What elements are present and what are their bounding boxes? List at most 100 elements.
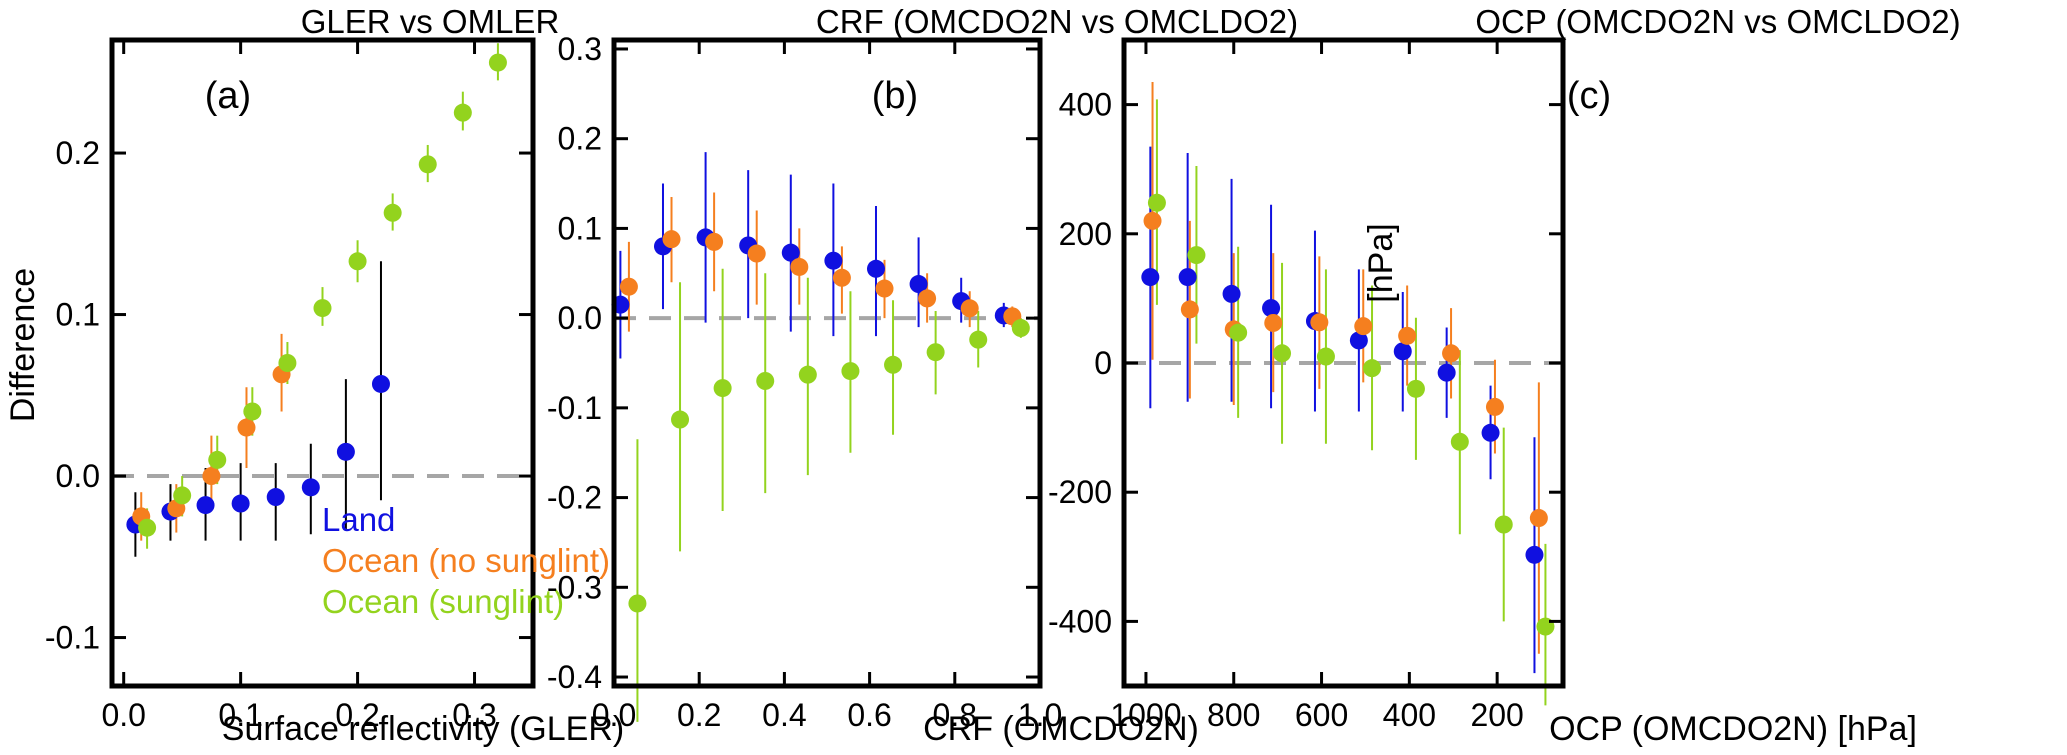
- panel-c: OCP (OMCDO2N vs OMCLDO2) (c) OCP (OMCDO2…: [1048, 3, 1961, 748]
- panel-b-x-axis-label: CRF (OMCDO2N): [923, 710, 1199, 748]
- data-point-land: [231, 494, 250, 513]
- y-tick-label: 0: [1094, 345, 1112, 381]
- data-point-ocean-sunglint: [756, 371, 775, 390]
- y-tick-label: 0.0: [558, 300, 602, 336]
- data-point-ocean-sunglint: [1011, 319, 1030, 338]
- data-point-ocean-no-sunglint: [619, 277, 638, 296]
- data-point-ocean-no-sunglint: [1485, 397, 1504, 416]
- data-point-ocean-sunglint: [1147, 193, 1166, 212]
- data-point-ocean-sunglint: [798, 365, 817, 384]
- data-point-land: [1437, 363, 1456, 382]
- panel-a-y-axis-label: Difference: [4, 268, 42, 422]
- data-point-ocean-sunglint: [418, 155, 437, 174]
- panel-a-plot-area: [126, 43, 507, 557]
- data-point-land: [1481, 423, 1500, 442]
- y-tick-label: 0.2: [56, 135, 100, 171]
- data-point-ocean-sunglint: [173, 486, 192, 505]
- y-tick-label: 0.2: [558, 121, 602, 157]
- x-tick-label: 400: [1383, 697, 1436, 733]
- data-point-land: [781, 243, 800, 262]
- data-point-ocean-sunglint: [713, 379, 732, 398]
- data-point-ocean-sunglint: [138, 518, 157, 537]
- x-tick-label: 0.8: [933, 697, 977, 733]
- data-point-ocean-no-sunglint: [1180, 300, 1199, 319]
- panel-c-y-axis-label: [hPa]: [1362, 223, 1400, 302]
- y-tick-label: 0.1: [558, 210, 602, 246]
- data-point-ocean-sunglint: [841, 362, 860, 381]
- data-point-ocean-sunglint: [1229, 323, 1248, 342]
- data-point-land: [266, 488, 285, 507]
- data-point-ocean-no-sunglint: [918, 289, 937, 308]
- data-point-ocean-sunglint: [1316, 347, 1335, 366]
- data-point-ocean-no-sunglint: [832, 268, 851, 287]
- panel-c-label: (c): [1567, 75, 1611, 117]
- data-point-land: [1222, 284, 1241, 303]
- data-point-ocean-no-sunglint: [1264, 313, 1283, 332]
- data-point-land: [1525, 545, 1544, 564]
- y-tick-label: 0.1: [56, 297, 100, 333]
- data-point-ocean-no-sunglint: [705, 232, 724, 251]
- data-point-land: [196, 496, 215, 515]
- data-point-ocean-sunglint: [884, 355, 903, 374]
- x-tick-label: 0.4: [762, 697, 806, 733]
- x-tick-label: 0.3: [452, 697, 496, 733]
- x-tick-label: 0.2: [335, 697, 379, 733]
- x-tick-label: 1000: [1110, 697, 1181, 733]
- data-point-ocean-sunglint: [278, 354, 297, 372]
- data-point-land: [301, 478, 320, 497]
- x-tick-label: 0.0: [592, 697, 636, 733]
- data-point-ocean-no-sunglint: [960, 299, 979, 318]
- data-point-ocean-sunglint: [1187, 246, 1206, 265]
- data-point-land: [336, 442, 355, 461]
- data-point-ocean-sunglint: [243, 402, 262, 421]
- data-point-ocean-sunglint: [969, 330, 988, 349]
- data-point-ocean-no-sunglint: [237, 418, 256, 437]
- data-point-ocean-sunglint: [1273, 344, 1292, 363]
- x-tick-label: 0.2: [677, 697, 721, 733]
- data-point-ocean-no-sunglint: [1529, 509, 1548, 528]
- panel-b-title: CRF (OMCDO2N vs OMCLDO2): [816, 3, 1298, 40]
- data-point-land: [1262, 299, 1281, 318]
- data-point-ocean-no-sunglint: [1310, 313, 1329, 332]
- y-tick-label: 400: [1059, 87, 1112, 123]
- data-point-ocean-no-sunglint: [202, 467, 221, 486]
- x-tick-label: 1.0: [1018, 697, 1062, 733]
- data-point-land: [909, 275, 928, 294]
- panel-c-plot-area: [1141, 81, 1555, 706]
- data-point-ocean-sunglint: [1494, 515, 1513, 534]
- data-point-ocean-sunglint: [348, 252, 367, 271]
- x-tick-label: 800: [1207, 697, 1260, 733]
- data-point-ocean-sunglint: [628, 594, 647, 613]
- panel-a-x-axis-label: Surface reflectivity (GLER): [222, 710, 624, 748]
- data-point-land: [1141, 268, 1160, 287]
- data-point-ocean-sunglint: [1406, 379, 1425, 398]
- data-point-ocean-sunglint: [208, 450, 227, 469]
- legend-entry-land: Land: [322, 501, 395, 538]
- data-point-ocean-sunglint: [926, 343, 945, 362]
- x-tick-label: 200: [1470, 697, 1523, 733]
- panel-b-label: (b): [872, 75, 918, 117]
- y-tick-label: -0.1: [547, 390, 602, 426]
- panel-b-frame: [611, 37, 1043, 689]
- data-point-ocean-sunglint: [383, 203, 402, 222]
- data-point-ocean-sunglint: [1363, 359, 1382, 378]
- panel-a-title: GLER vs OMLER: [301, 3, 560, 40]
- data-point-land: [1349, 331, 1368, 350]
- panel-a: GLER vs OMLER (a) Surface reflectivity (…: [4, 3, 624, 748]
- panel-a-frame: [109, 37, 536, 689]
- data-point-ocean-sunglint: [313, 299, 332, 318]
- data-point-ocean-sunglint: [488, 53, 507, 72]
- y-tick-label: -0.2: [547, 480, 602, 516]
- data-point-ocean-no-sunglint: [662, 230, 681, 249]
- y-tick-label: -400: [1048, 603, 1112, 639]
- y-tick-label: -0.1: [45, 620, 100, 656]
- panel-c-title: OCP (OMCDO2N vs OMCLDO2): [1475, 3, 1960, 40]
- data-point-ocean-no-sunglint: [875, 279, 894, 298]
- panel-b: CRF (OMCDO2N vs OMCLDO2) (b) CRF (OMCDO2…: [547, 3, 1298, 748]
- y-tick-label: 0.3: [558, 31, 602, 67]
- data-point-ocean-no-sunglint: [1143, 211, 1162, 230]
- y-tick-label: 0.0: [56, 458, 100, 494]
- data-point-land: [1393, 342, 1412, 361]
- x-tick-label: 0.0: [101, 697, 145, 733]
